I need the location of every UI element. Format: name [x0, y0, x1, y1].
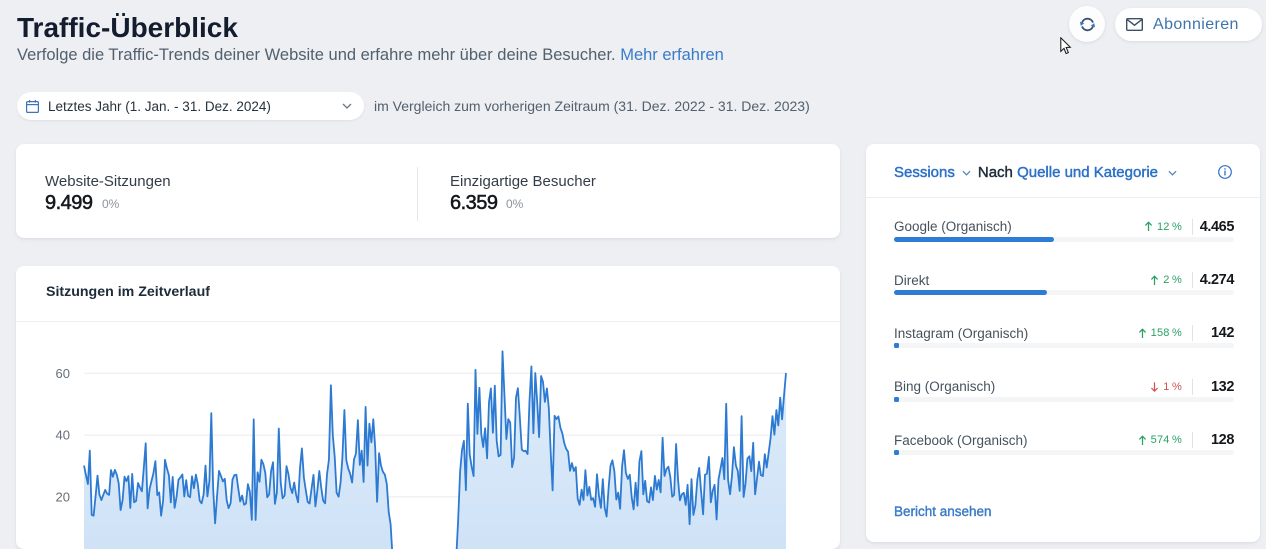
svg-text:40: 40	[56, 428, 70, 443]
svg-text:20: 20	[56, 489, 70, 504]
svg-text:60: 60	[56, 366, 70, 381]
